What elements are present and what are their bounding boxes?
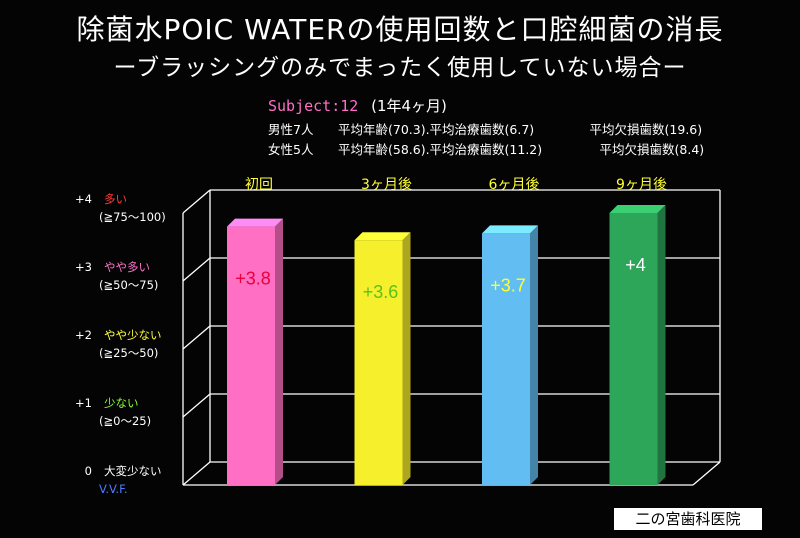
y-tick-range-0: V.V.F. (99, 482, 128, 496)
bar-side-3 (530, 225, 538, 485)
category-label-3: 6ヶ月後 (489, 177, 540, 193)
y-tick-name-2: やや少ない (104, 328, 162, 342)
bar-side-1 (275, 218, 283, 485)
bar-3 (482, 225, 538, 485)
bar-2 (354, 232, 411, 485)
bar-front-2 (354, 240, 403, 485)
male-missing: 平均欠損歯数(19.6) (589, 122, 703, 137)
male-info-row: 男性7人 平均年齢(70.3).平均治療歯数(6.7) 平均欠損歯数(19.6) (268, 119, 702, 138)
category-label-1: 初回 (245, 176, 273, 193)
data-label-3: +3.7 (490, 275, 526, 295)
female-treated: 平均治療歯数(11.2) (429, 142, 543, 157)
y-tick-range-3: (≧50〜75) (99, 278, 158, 292)
chart-title: 除菌水POIC WATERの使用回数と口腔細菌の消長 (76, 13, 724, 46)
bar-4 (609, 205, 666, 485)
bar-front-4 (609, 213, 658, 485)
gridline-side-0 (182, 461, 211, 486)
data-label-2: +3.6 (363, 282, 399, 302)
category-label-4: 9ヶ月後 (616, 177, 667, 193)
y-tick-code-1: +1 (75, 396, 92, 410)
category-label-2: 3ヶ月後 (361, 177, 412, 193)
male-treated: 平均治療歯数(6.7) (429, 122, 535, 137)
gridline-side-4 (182, 189, 211, 214)
y-tick-range-2: (≧25〜50) (99, 346, 158, 360)
female-age: 平均年齢(58.6). (337, 142, 430, 157)
bar-top-3 (482, 225, 538, 234)
bar-top-1 (227, 218, 283, 227)
bar-top-4 (609, 205, 666, 213)
chart-subtitle: ーブラッシングのみでまったく使用していない場合ー (113, 55, 687, 81)
y-tick-name-0: 大変少ない (104, 464, 162, 478)
y-tick-code-0: 0 (85, 464, 92, 478)
y-tick-name-3: やや多い (104, 260, 150, 274)
gridline-side-2 (182, 325, 211, 350)
bar-top-2 (354, 232, 411, 241)
floor-right-edge (692, 461, 721, 486)
bar-front-3 (482, 233, 530, 485)
y-tick-name-4: 多い (104, 192, 127, 206)
y-tick-code-3: +3 (75, 260, 92, 274)
female-info-row: 女性5人 平均年齢(58.6).平均治療歯数(11.2) 平均欠損歯数(8.4) (268, 139, 704, 158)
y-tick-range-1: (≧0〜25) (99, 414, 151, 428)
subject-label: Subject:12 (268, 97, 359, 115)
data-label-1: +3.8 (235, 269, 271, 289)
bar-front-1 (227, 226, 275, 485)
y-tick-code-4: +4 (75, 192, 92, 206)
male-age: 平均年齢(70.3). (337, 122, 430, 137)
y-tick-range-4: (≧75〜100) (99, 210, 166, 224)
data-label-4: +4 (625, 255, 646, 275)
bar-side-2 (402, 232, 411, 485)
y-tick-code-2: +2 (75, 328, 92, 342)
bar-side-4 (657, 205, 666, 485)
gridline-side-3 (182, 257, 211, 282)
female-count: 女性5人 (268, 142, 314, 157)
gridline-side-1 (182, 393, 211, 418)
clinic-name: 二の宮歯科医院 (614, 508, 762, 530)
y-tick-name-1: 少ない (104, 396, 139, 410)
female-missing: 平均欠損歯数(8.4) (599, 142, 705, 157)
bar-1 (227, 218, 283, 485)
male-count: 男性7人 (268, 122, 314, 137)
subject-period: (1年4ヶ月) (371, 97, 447, 115)
subject-summary: Subject:12 (1年4ヶ月) (268, 95, 447, 116)
